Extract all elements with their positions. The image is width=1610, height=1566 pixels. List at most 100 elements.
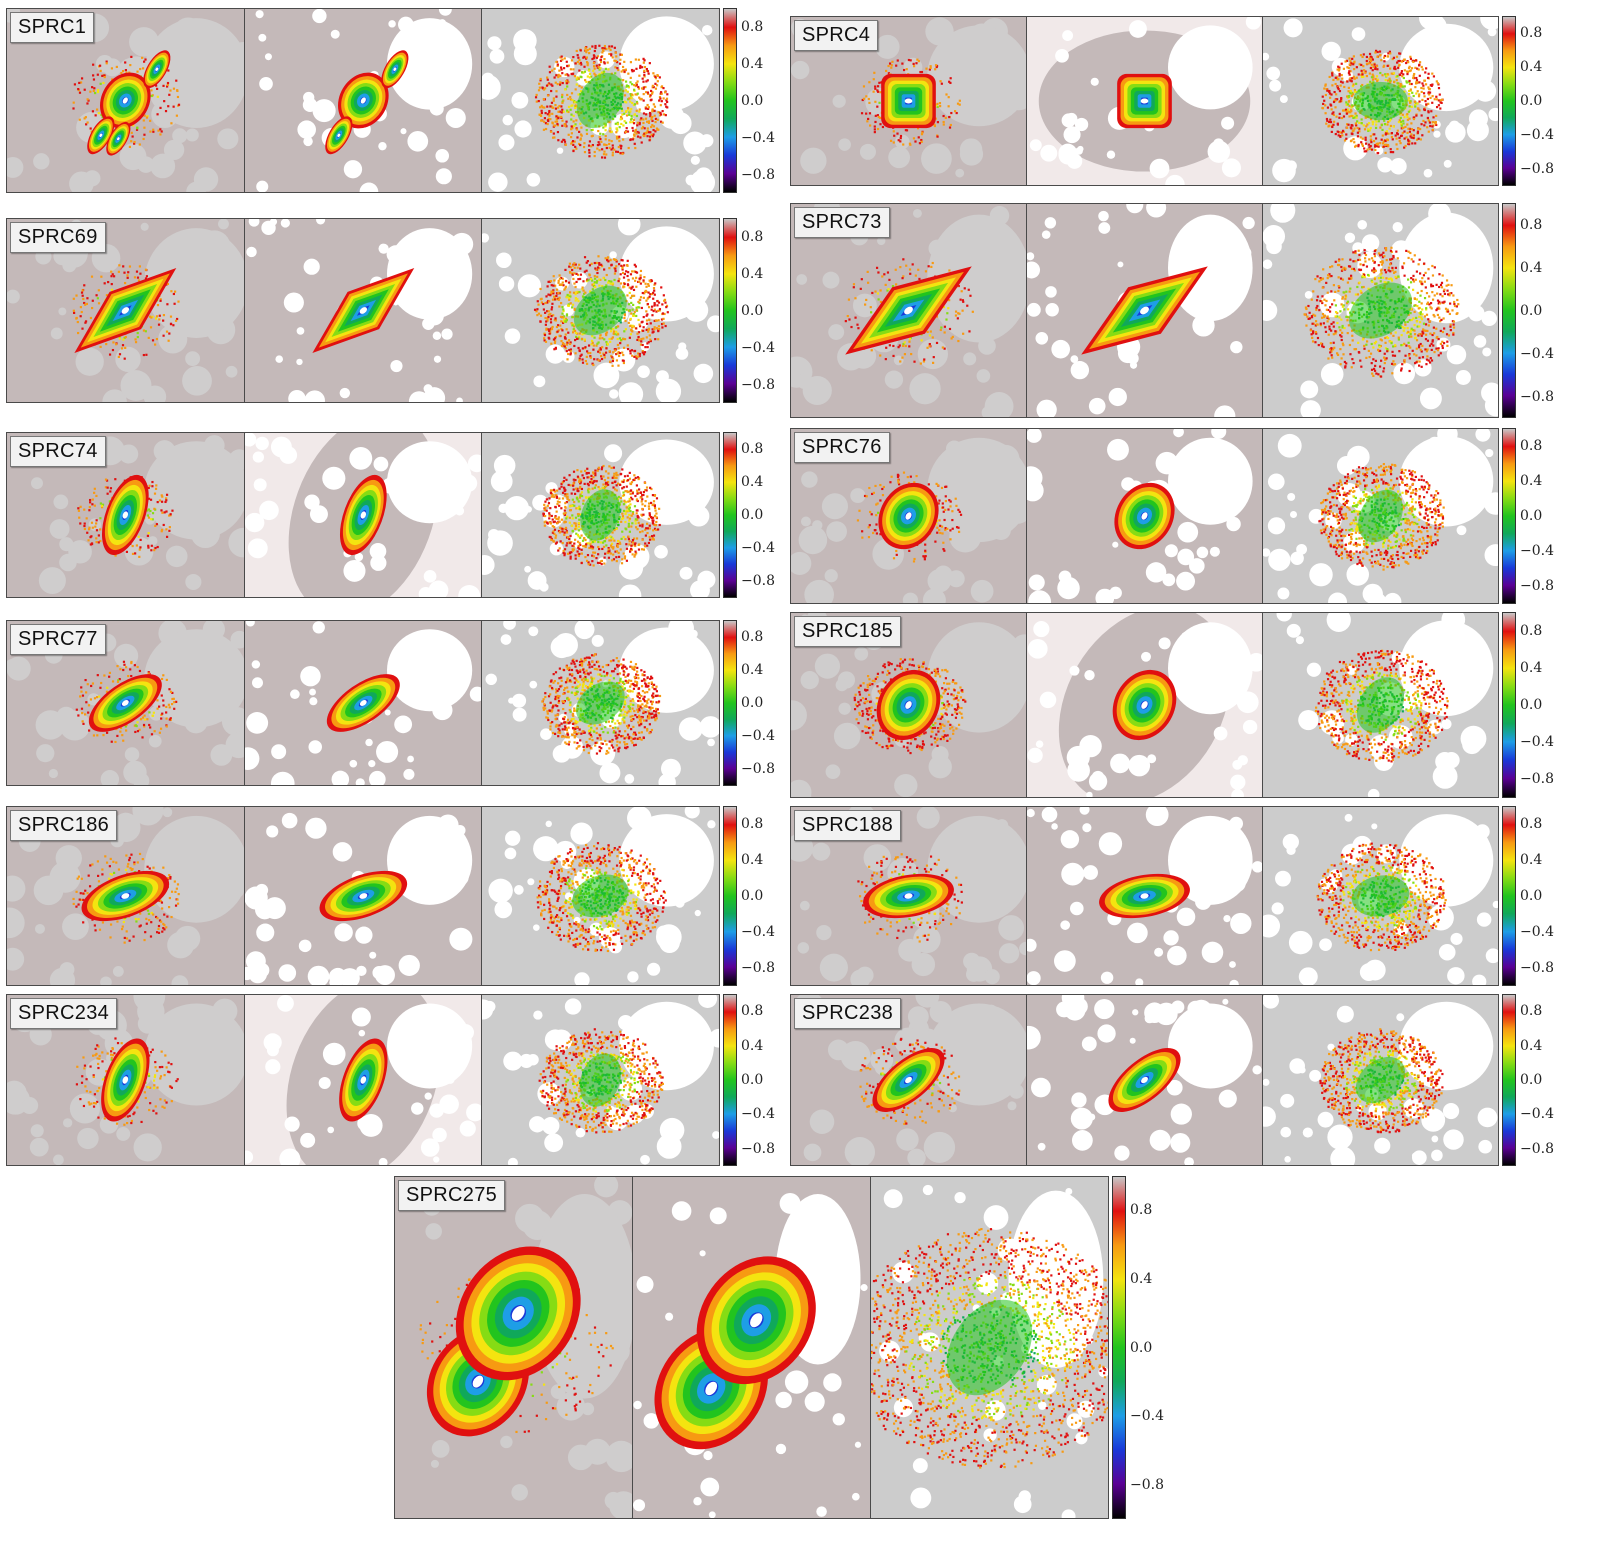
data-panel <box>6 432 245 598</box>
colorbar-tick-label: −0.8 <box>741 761 775 778</box>
colorbar-tick-label: −0.4 <box>741 728 775 745</box>
residual-panel <box>1262 994 1499 1166</box>
galaxy-figure: SPRC73 0.8 0.4 0.0 −0.4 −0.8 <box>790 203 1560 418</box>
colorbar-tick-label: 0.8 <box>1520 437 1543 454</box>
galaxy-figure: SPRC185 0.8 0.4 0.0 −0.4 −0.8 <box>790 612 1560 798</box>
colorbar <box>723 994 737 1166</box>
model-panel-image <box>1027 807 1262 985</box>
colorbar-tick-label: 0.4 <box>1130 1270 1153 1287</box>
galaxy-figure: SPRC238 0.8 0.4 0.0 −0.4 −0.8 <box>790 994 1560 1166</box>
residual-panel <box>1262 428 1499 604</box>
colorbar-tick-label: 0.0 <box>1520 302 1543 319</box>
colorbar-tick-label: −0.4 <box>1520 1106 1554 1123</box>
galaxy-label: SPRC77 <box>10 624 106 655</box>
colorbar <box>723 620 737 786</box>
colorbar-tick-label: −0.8 <box>741 1140 775 1157</box>
colorbar-tick-label: −0.8 <box>741 573 775 590</box>
model-panel-image <box>244 995 482 1165</box>
colorbar-tick-label: 0.0 <box>741 1072 764 1088</box>
residual-panel-image <box>482 9 719 192</box>
colorbar-tick-label: 0.0 <box>741 507 764 523</box>
colorbar <box>723 218 737 403</box>
model-panel <box>1026 806 1263 986</box>
colorbar-tick-label: −0.8 <box>1130 1476 1164 1493</box>
residual-panel <box>1262 203 1499 418</box>
residual-panel <box>481 806 720 986</box>
galaxy-figure: SPRC188 0.8 0.4 0.0 −0.4 −0.8 <box>790 806 1560 986</box>
model-panel-image <box>244 433 482 597</box>
data-panel <box>790 16 1027 186</box>
galaxy-figure: SPRC77 0.8 0.4 0.0 −0.4 −0.8 <box>6 620 781 786</box>
model-panel-image <box>244 9 482 192</box>
residual-panel-image <box>1263 807 1498 985</box>
colorbar-tick-label: 0.0 <box>741 92 764 109</box>
data-panel <box>6 806 245 986</box>
model-panel-image <box>1027 204 1262 417</box>
colorbar-tick-label: 0.0 <box>1520 508 1543 524</box>
colorbar-tick-label: −0.8 <box>1520 578 1554 595</box>
galaxy-label: SPRC1 <box>10 12 95 43</box>
galaxy-label: SPRC238 <box>794 998 902 1029</box>
colorbar-tick-label: −0.4 <box>1520 924 1554 940</box>
galaxy-label: SPRC4 <box>794 20 879 51</box>
colorbar <box>1502 203 1516 418</box>
colorbar-tick-label: −0.8 <box>1520 161 1554 177</box>
residual-panel-image <box>482 621 719 785</box>
colorbar-tick-label: 0.4 <box>741 473 764 490</box>
colorbar-tick-label: 0.8 <box>741 228 764 245</box>
residual-panel-image <box>1263 204 1498 417</box>
galaxy-figure: SPRC76 0.8 0.4 0.0 −0.4 −0.8 <box>790 428 1560 604</box>
model-panel-image <box>1027 995 1262 1165</box>
colorbar-tick-label: −0.4 <box>741 924 775 940</box>
residual-panel-image <box>482 219 719 402</box>
residual-panel-image <box>482 433 719 597</box>
model-panel-image <box>1027 613 1262 797</box>
residual-panel <box>1262 806 1499 986</box>
colorbar-tick-label: 0.4 <box>1520 852 1543 868</box>
residual-panel <box>481 432 720 598</box>
model-panel <box>243 8 483 193</box>
galaxy-figure: SPRC69 0.8 0.4 0.0 −0.4 −0.8 <box>6 218 781 403</box>
colorbar-tick-label: 0.8 <box>1130 1202 1153 1219</box>
residual-panel-image <box>482 807 719 985</box>
colorbar-tick-label: −0.4 <box>1130 1408 1164 1425</box>
model-panel <box>632 1176 871 1519</box>
galaxy-label: SPRC186 <box>10 810 118 841</box>
colorbar-tick-label: 0.8 <box>1520 1003 1543 1020</box>
colorbar-tick-label: 0.4 <box>1520 259 1543 276</box>
data-panel-image <box>395 1177 632 1518</box>
galaxy-label: SPRC275 <box>398 1180 506 1211</box>
colorbar <box>1502 428 1516 604</box>
colorbar-tick-label: −0.4 <box>1520 543 1554 560</box>
model-panel <box>1026 203 1263 418</box>
colorbar <box>723 806 737 986</box>
colorbar-tick-label: 0.0 <box>1520 697 1543 713</box>
colorbar-tick-label: −0.8 <box>1520 960 1554 976</box>
galaxy-label: SPRC234 <box>10 998 118 1029</box>
residual-panel <box>1262 16 1499 186</box>
colorbar <box>723 8 737 193</box>
colorbar-tick-label: 0.0 <box>1520 93 1543 109</box>
colorbar-tick-label: 0.4 <box>1520 659 1543 676</box>
colorbar-tick-label: −0.8 <box>741 166 775 183</box>
residual-panel-image <box>1263 429 1498 603</box>
model-panel <box>243 806 483 986</box>
residual-panel <box>481 218 720 403</box>
data-panel-image <box>791 204 1026 417</box>
residual-panel <box>481 8 720 193</box>
colorbar-tick-label: 0.0 <box>741 695 764 711</box>
colorbar-tick-label: −0.4 <box>741 339 775 356</box>
galaxy-figure: SPRC4 0.8 0.4 0.0 −0.4 −0.8 <box>790 16 1560 186</box>
colorbar-tick-label: 0.4 <box>741 265 764 282</box>
colorbar-tick-label: 0.8 <box>741 816 764 832</box>
colorbar-tick-label: −0.4 <box>741 1106 775 1123</box>
model-panel <box>243 994 483 1166</box>
colorbar-tick-label: 0.8 <box>741 18 764 35</box>
residual-panel <box>481 620 720 786</box>
colorbar <box>723 432 737 598</box>
colorbar-tick-label: 0.0 <box>741 302 764 319</box>
colorbar-tick-label: −0.8 <box>1520 771 1554 788</box>
colorbar-tick-label: 0.4 <box>741 55 764 72</box>
model-panel-image <box>244 621 482 785</box>
galaxy-label: SPRC69 <box>10 222 106 253</box>
